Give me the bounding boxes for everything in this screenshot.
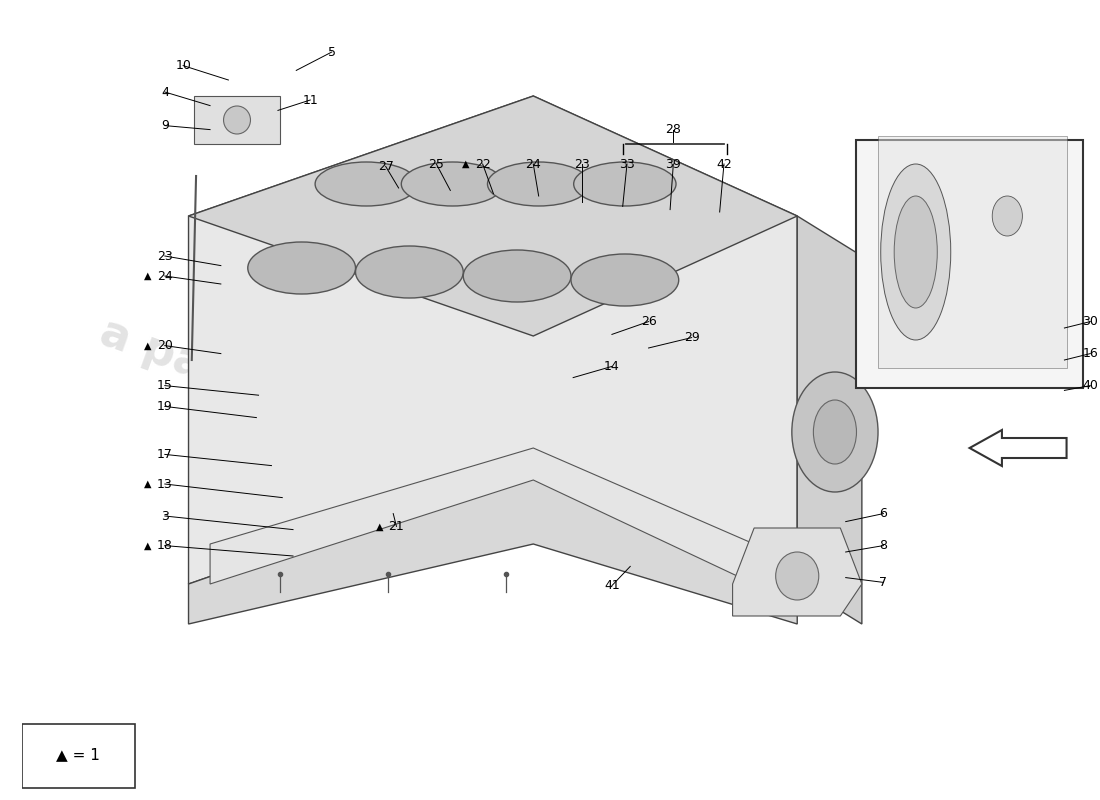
Polygon shape	[210, 448, 755, 584]
Text: 10: 10	[175, 59, 191, 72]
Ellipse shape	[894, 196, 937, 308]
Text: 25: 25	[428, 158, 444, 170]
Text: 16: 16	[1082, 347, 1098, 360]
Ellipse shape	[402, 162, 504, 206]
Text: ▲: ▲	[462, 159, 470, 169]
Ellipse shape	[574, 162, 676, 206]
Text: 23: 23	[574, 158, 590, 170]
Text: 4: 4	[161, 86, 168, 98]
Text: eurospares
a passion for parts, since 1988: eurospares a passion for parts, since 19…	[95, 264, 854, 616]
Polygon shape	[188, 96, 798, 336]
Polygon shape	[194, 96, 280, 144]
Ellipse shape	[813, 400, 857, 464]
Text: 19: 19	[157, 400, 173, 413]
Text: 33: 33	[619, 158, 635, 170]
Text: 8: 8	[879, 539, 888, 552]
Ellipse shape	[248, 242, 355, 294]
Text: 26: 26	[640, 315, 657, 328]
FancyBboxPatch shape	[857, 140, 1082, 388]
Text: 14: 14	[604, 360, 619, 373]
Text: 29: 29	[684, 331, 700, 344]
Polygon shape	[733, 528, 862, 616]
Ellipse shape	[792, 372, 878, 492]
Text: ▲: ▲	[144, 479, 152, 489]
Text: 42: 42	[716, 158, 732, 170]
Text: 7: 7	[879, 576, 888, 589]
Text: 39: 39	[666, 158, 681, 170]
Ellipse shape	[881, 164, 950, 340]
Text: ▲: ▲	[376, 522, 384, 531]
Text: 13: 13	[157, 478, 173, 490]
Ellipse shape	[571, 254, 679, 306]
Text: 20: 20	[157, 339, 173, 352]
Ellipse shape	[223, 106, 251, 134]
Text: 41: 41	[604, 579, 619, 592]
Text: 9: 9	[161, 119, 168, 132]
Ellipse shape	[315, 162, 418, 206]
Ellipse shape	[776, 552, 818, 600]
Text: 24: 24	[157, 270, 173, 282]
Polygon shape	[188, 464, 798, 624]
Polygon shape	[798, 216, 862, 624]
Text: 27: 27	[377, 160, 394, 173]
Text: 15: 15	[157, 379, 173, 392]
Ellipse shape	[463, 250, 571, 302]
Text: ▲ = 1: ▲ = 1	[56, 747, 99, 762]
Text: 40: 40	[1082, 379, 1098, 392]
Ellipse shape	[992, 196, 1022, 236]
Ellipse shape	[487, 162, 590, 206]
Text: ▲: ▲	[144, 541, 152, 550]
FancyArrow shape	[969, 430, 1067, 466]
Polygon shape	[878, 136, 1067, 368]
Text: 17: 17	[157, 448, 173, 461]
Text: 18: 18	[157, 539, 173, 552]
Text: 3: 3	[161, 510, 168, 522]
Text: 6: 6	[880, 507, 888, 520]
Text: 21: 21	[388, 520, 405, 533]
Text: 22: 22	[475, 158, 491, 170]
Text: 24: 24	[526, 158, 541, 170]
Text: ▲: ▲	[144, 271, 152, 281]
Text: 28: 28	[666, 123, 681, 136]
Text: 23: 23	[157, 250, 173, 262]
Text: 11: 11	[302, 94, 318, 106]
Polygon shape	[188, 96, 798, 584]
Text: ▲: ▲	[144, 341, 152, 350]
Text: 5: 5	[328, 46, 336, 58]
Text: 30: 30	[1082, 315, 1098, 328]
FancyBboxPatch shape	[22, 724, 134, 788]
Ellipse shape	[355, 246, 463, 298]
